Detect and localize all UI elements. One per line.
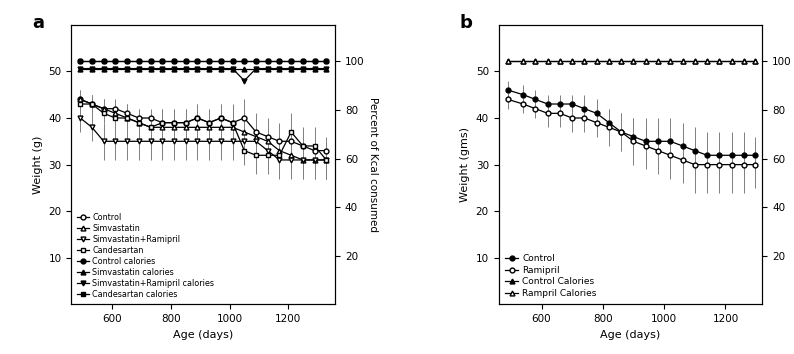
Legend: Control, Simvastatin, Simvastatin+Ramipril, Candesartan, Control calories, Simva: Control, Simvastatin, Simvastatin+Ramipr…	[75, 211, 216, 301]
Text: a: a	[32, 13, 44, 32]
Y-axis label: Weight (g): Weight (g)	[33, 136, 43, 194]
X-axis label: Age (days): Age (days)	[173, 330, 233, 340]
Text: b: b	[459, 13, 472, 32]
X-axis label: Age (days): Age (days)	[600, 330, 661, 340]
Y-axis label: Weight (gms): Weight (gms)	[461, 127, 470, 202]
Y-axis label: Percent of Kcal consumed: Percent of Kcal consumed	[368, 97, 379, 232]
Legend: Control, Ramipril, Control Calories, Rampril Calories: Control, Ramipril, Control Calories, Ram…	[503, 252, 598, 300]
